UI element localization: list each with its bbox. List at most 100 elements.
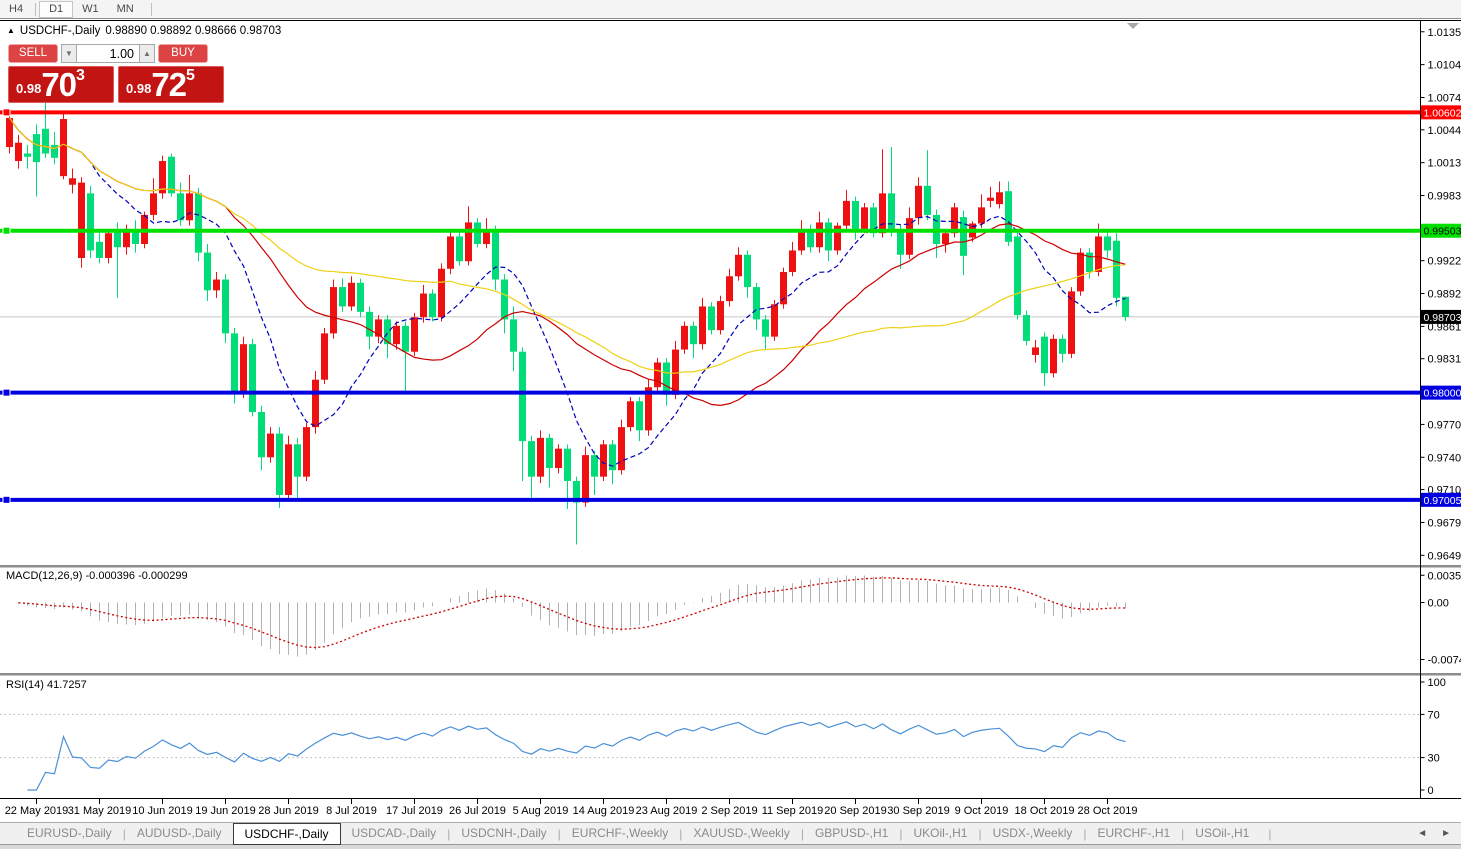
svg-text:1.00602: 1.00602	[1424, 107, 1461, 119]
tab-xauusd-weekly[interactable]: XAUUSD-,Weekly	[693, 826, 790, 840]
rsi-current-value: 41.7257	[46, 679, 87, 691]
window-bottom-edge	[0, 845, 1461, 849]
toolbar-separator	[150, 2, 152, 16]
buy-price-big-digits: 72	[151, 65, 187, 103]
tab-usdchf-daily[interactable]: USDCHF-,Daily	[232, 822, 341, 845]
svg-text:0.97705: 0.97705	[1428, 419, 1461, 431]
svg-text:30 Sep 2019: 30 Sep 2019	[887, 805, 949, 817]
svg-text:0.00: 0.00	[1428, 597, 1449, 609]
svg-text:-0.00749: -0.00749	[1428, 655, 1461, 667]
macd-name: MACD(12,26,9)	[6, 570, 83, 582]
svg-text:1.01045: 1.01045	[1428, 60, 1461, 72]
svg-text:5 Aug 2019: 5 Aug 2019	[513, 805, 569, 817]
svg-text:70: 70	[1428, 709, 1440, 721]
svg-text:8 Jul 2019: 8 Jul 2019	[326, 805, 377, 817]
svg-text:17 Jul 2019: 17 Jul 2019	[386, 805, 443, 817]
timeframe-button-d1[interactable]: D1	[39, 0, 74, 18]
svg-text:0.003574: 0.003574	[1428, 570, 1461, 582]
timeframe-toolbar: H4 D1 W1 MN	[0, 0, 1461, 19]
timeframe-button-w1[interactable]: W1	[82, 2, 99, 15]
svg-text:0: 0	[1428, 785, 1434, 797]
svg-text:30: 30	[1428, 753, 1440, 765]
chart-symbol-label: USDCHF-,Daily	[19, 25, 101, 37]
tab-eurusd-daily[interactable]: EURUSD-,Daily	[27, 826, 112, 840]
tab-separator: |	[1268, 826, 1272, 841]
svg-text:0.96795: 0.96795	[1428, 517, 1461, 529]
sell-price-button[interactable]: 0.98 70 3	[8, 66, 114, 103]
timeframe-button-mn[interactable]: MN	[116, 2, 134, 15]
svg-text:1.00135: 1.00135	[1428, 158, 1461, 170]
tab-separator: |	[447, 826, 451, 841]
volume-decrease-button[interactable]: ▼	[61, 44, 77, 63]
svg-text:1.01350: 1.01350	[1428, 27, 1461, 39]
chart-tabs: EURUSD-,Daily | AUDUSD-,Daily USDCHF-,Daily…	[16, 822, 1272, 845]
tab-separator: |	[899, 826, 903, 841]
tab-usdcnh-daily[interactable]: USDCNH-,Daily	[461, 826, 547, 840]
sell-price-big-digits: 70	[41, 65, 77, 103]
tab-eurchf-h1[interactable]: EURCHF-,H1	[1097, 826, 1171, 840]
tab-eurchf-weekly[interactable]: EURCHF-,Weekly	[571, 826, 669, 840]
tab-separator: |	[557, 826, 561, 841]
tab-separator: |	[122, 826, 126, 841]
tab-scroll-controls: ◄ ►	[1417, 828, 1451, 839]
svg-text:1.00740: 1.00740	[1428, 92, 1461, 104]
buy-price-button[interactable]: 0.98 72 5	[118, 66, 224, 103]
svg-text:20 Sep 2019: 20 Sep 2019	[824, 805, 886, 817]
tab-scroll-right-icon[interactable]: ►	[1441, 828, 1451, 839]
rsi-name: RSI(14)	[6, 679, 44, 691]
buy-price-prefix: 0.98	[126, 81, 152, 96]
tab-separator: |	[800, 826, 804, 841]
svg-text:0.99503: 0.99503	[1424, 226, 1461, 238]
tab-gbpusd-h1[interactable]: GBPUSD-,H1	[814, 826, 889, 840]
svg-text:14 Aug 2019: 14 Aug 2019	[573, 805, 635, 817]
svg-text:0.98315: 0.98315	[1428, 354, 1461, 366]
sell-price-pip-digit: 3	[76, 67, 85, 84]
svg-text:1.00440: 1.00440	[1428, 125, 1461, 137]
svg-text:0.99225: 0.99225	[1428, 256, 1461, 268]
svg-text:11 Sep 2019: 11 Sep 2019	[762, 805, 824, 817]
macd-indicator-label: MACD(12,26,9) -0.000396 -0.000299	[6, 570, 188, 582]
timeframe-button-h4[interactable]: H4	[9, 2, 24, 15]
svg-text:28 Oct 2019: 28 Oct 2019	[1078, 805, 1138, 817]
buy-price-pip-digit: 5	[186, 67, 195, 84]
collapse-triangle-icon[interactable]: ▲	[7, 25, 15, 35]
tab-usdcad-daily[interactable]: USDCAD-,Daily	[351, 826, 437, 840]
chart-title: ▲ USDCHF-,Daily 0.98890 0.98892 0.98666 …	[7, 25, 281, 37]
svg-text:0.98000: 0.98000	[1424, 388, 1461, 400]
svg-text:100: 100	[1428, 677, 1446, 689]
volume-increase-button[interactable]: ▲	[139, 44, 155, 63]
tab-scroll-left-icon[interactable]: ◄	[1417, 828, 1428, 839]
buy-button[interactable]: BUY	[158, 44, 208, 63]
sell-price-prefix: 0.98	[16, 81, 42, 96]
sell-button[interactable]: SELL	[8, 44, 58, 63]
svg-text:10 Jun 2019: 10 Jun 2019	[132, 805, 193, 817]
svg-text:9 Oct 2019: 9 Oct 2019	[955, 805, 1009, 817]
svg-text:0.97005: 0.97005	[1424, 495, 1461, 507]
svg-text:0.98703: 0.98703	[1424, 312, 1461, 324]
rsi-indicator-label: RSI(14) 41.7257	[6, 679, 87, 691]
tab-separator: |	[1181, 826, 1185, 841]
tab-usdx-weekly[interactable]: USDX-,Weekly	[992, 826, 1073, 840]
svg-text:0.96490: 0.96490	[1428, 550, 1461, 562]
chart-ohlc-values: 0.98890 0.98892 0.98666 0.98703	[105, 25, 282, 37]
tab-separator: |	[679, 826, 683, 841]
volume-input[interactable]	[77, 44, 139, 63]
svg-text:0.98615: 0.98615	[1428, 321, 1461, 333]
toolbar-separator	[35, 2, 37, 16]
svg-text:19 Jun 2019: 19 Jun 2019	[195, 805, 256, 817]
chart-tab-bar: EURUSD-,Daily | AUDUSD-,Daily USDCHF-,Daily…	[0, 822, 1461, 845]
svg-text:28 Jun 2019: 28 Jun 2019	[258, 805, 319, 817]
svg-text:23 Aug 2019: 23 Aug 2019	[636, 805, 698, 817]
tab-separator: |	[1083, 826, 1087, 841]
macd-current-values: -0.000396 -0.000299	[85, 570, 188, 582]
svg-text:22 May 2019: 22 May 2019	[5, 805, 69, 817]
tab-usoil-h1[interactable]: USOil-,H1	[1195, 826, 1250, 840]
svg-text:26 Jul 2019: 26 Jul 2019	[449, 805, 506, 817]
svg-text:18 Oct 2019: 18 Oct 2019	[1015, 805, 1075, 817]
tab-ukoil-h1[interactable]: UKOil-,H1	[913, 826, 968, 840]
tab-audusd-daily[interactable]: AUDUSD-,Daily	[136, 826, 222, 840]
